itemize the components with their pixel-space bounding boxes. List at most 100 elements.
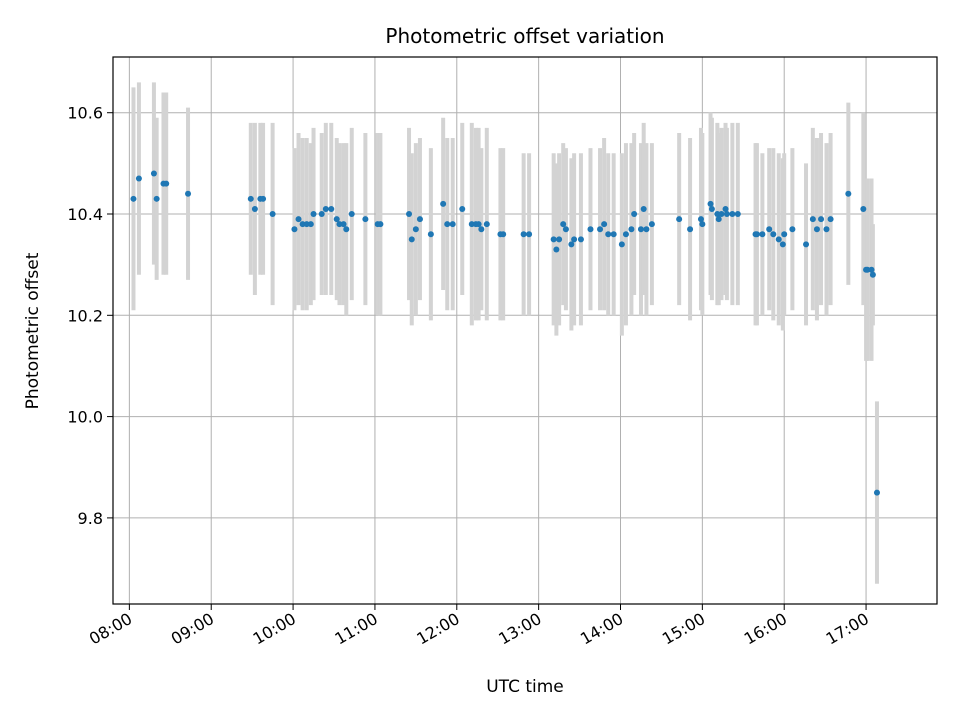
x-tick-label: 16:00	[741, 609, 790, 649]
plot-area-frame	[112, 56, 938, 605]
data-point	[348, 211, 355, 218]
x-tick-label: 11:00	[332, 609, 381, 649]
data-point	[553, 246, 560, 253]
data-point	[766, 226, 773, 233]
x-tick-label: 09:00	[168, 609, 217, 649]
x-tick-label: 10:00	[250, 609, 299, 649]
data-point	[153, 195, 160, 202]
data-point	[827, 216, 834, 223]
data-point	[715, 216, 722, 223]
data-point	[475, 221, 482, 228]
data-point	[150, 170, 157, 177]
data-point	[251, 205, 258, 212]
data-point	[597, 226, 604, 233]
data-point	[601, 221, 608, 228]
x-tick-label: 14:00	[577, 609, 626, 649]
data-point	[779, 241, 786, 248]
data-point	[362, 216, 369, 223]
data-point	[697, 216, 704, 223]
y-axis: 9.8 10.0 10.2 10.4 10.6	[67, 104, 113, 528]
y-tick-label: 10.2	[67, 306, 103, 325]
data-point	[291, 226, 298, 233]
y-tick-label: 10.0	[67, 408, 103, 427]
data-point	[813, 226, 820, 233]
data-point	[550, 236, 557, 243]
data-point	[759, 231, 766, 238]
data-point	[734, 211, 741, 218]
data-point	[340, 221, 347, 228]
data-point	[648, 221, 655, 228]
data-point	[328, 205, 335, 212]
data-point	[707, 200, 714, 207]
data-point	[130, 195, 137, 202]
data-point	[412, 226, 419, 233]
data-point	[803, 241, 810, 248]
data-point	[708, 205, 715, 212]
data-point	[185, 190, 192, 197]
data-point	[873, 489, 880, 496]
data-point	[416, 216, 423, 223]
data-point	[520, 231, 527, 238]
data-point	[568, 241, 575, 248]
x-tick-label: 12:00	[413, 609, 462, 649]
data-point	[163, 180, 170, 187]
data-point	[618, 241, 625, 248]
data-point	[318, 211, 325, 218]
data-point	[295, 216, 302, 223]
data-point	[322, 205, 329, 212]
data-point	[699, 221, 706, 228]
data-point	[789, 226, 796, 233]
data-point	[560, 221, 567, 228]
data-point	[260, 195, 267, 202]
y-tick-label: 9.8	[78, 509, 103, 528]
data-point	[605, 231, 612, 238]
data-point	[640, 205, 647, 212]
data-point	[440, 200, 447, 207]
x-tick-label: 15:00	[659, 609, 708, 649]
data-point	[869, 271, 876, 278]
data-point	[676, 216, 683, 223]
data-point	[269, 211, 276, 218]
data-point	[307, 221, 314, 228]
data-point	[809, 216, 816, 223]
data-point	[729, 211, 736, 218]
data-point	[577, 236, 584, 243]
data-point	[135, 175, 142, 182]
data-point	[408, 236, 415, 243]
data-point	[526, 231, 533, 238]
data-point	[310, 211, 317, 218]
data-point	[823, 226, 830, 233]
data-point	[753, 231, 760, 238]
data-point	[687, 226, 694, 233]
y-tick-label: 10.4	[67, 205, 103, 224]
data-point	[628, 226, 635, 233]
data-point	[818, 216, 825, 223]
data-point	[868, 266, 875, 273]
data-point	[343, 226, 350, 233]
data-point	[333, 216, 340, 223]
data-point	[637, 226, 644, 233]
data-point	[860, 205, 867, 212]
data-point	[781, 231, 788, 238]
x-tick-label: 08:00	[86, 609, 135, 649]
x-tick-label: 17:00	[823, 609, 872, 649]
data-point	[622, 231, 629, 238]
error-bars	[131, 82, 879, 584]
data-point	[723, 211, 730, 218]
data-point	[500, 231, 507, 238]
data-point	[406, 211, 413, 218]
data-point	[562, 226, 569, 233]
data-point	[770, 231, 777, 238]
data-point	[610, 231, 617, 238]
data-point	[718, 211, 725, 218]
data-points	[130, 170, 880, 496]
data-point	[444, 221, 451, 228]
data-point	[449, 221, 456, 228]
chart-title: Photometric offset variation	[385, 24, 664, 48]
y-tick-label: 10.6	[67, 104, 103, 123]
x-axis: 08:00 09:00 10:00 11:00 12:00 13:00 14:00 15:00…	[86, 604, 872, 649]
data-point	[483, 221, 490, 228]
data-point	[845, 190, 852, 197]
data-point	[556, 236, 563, 243]
